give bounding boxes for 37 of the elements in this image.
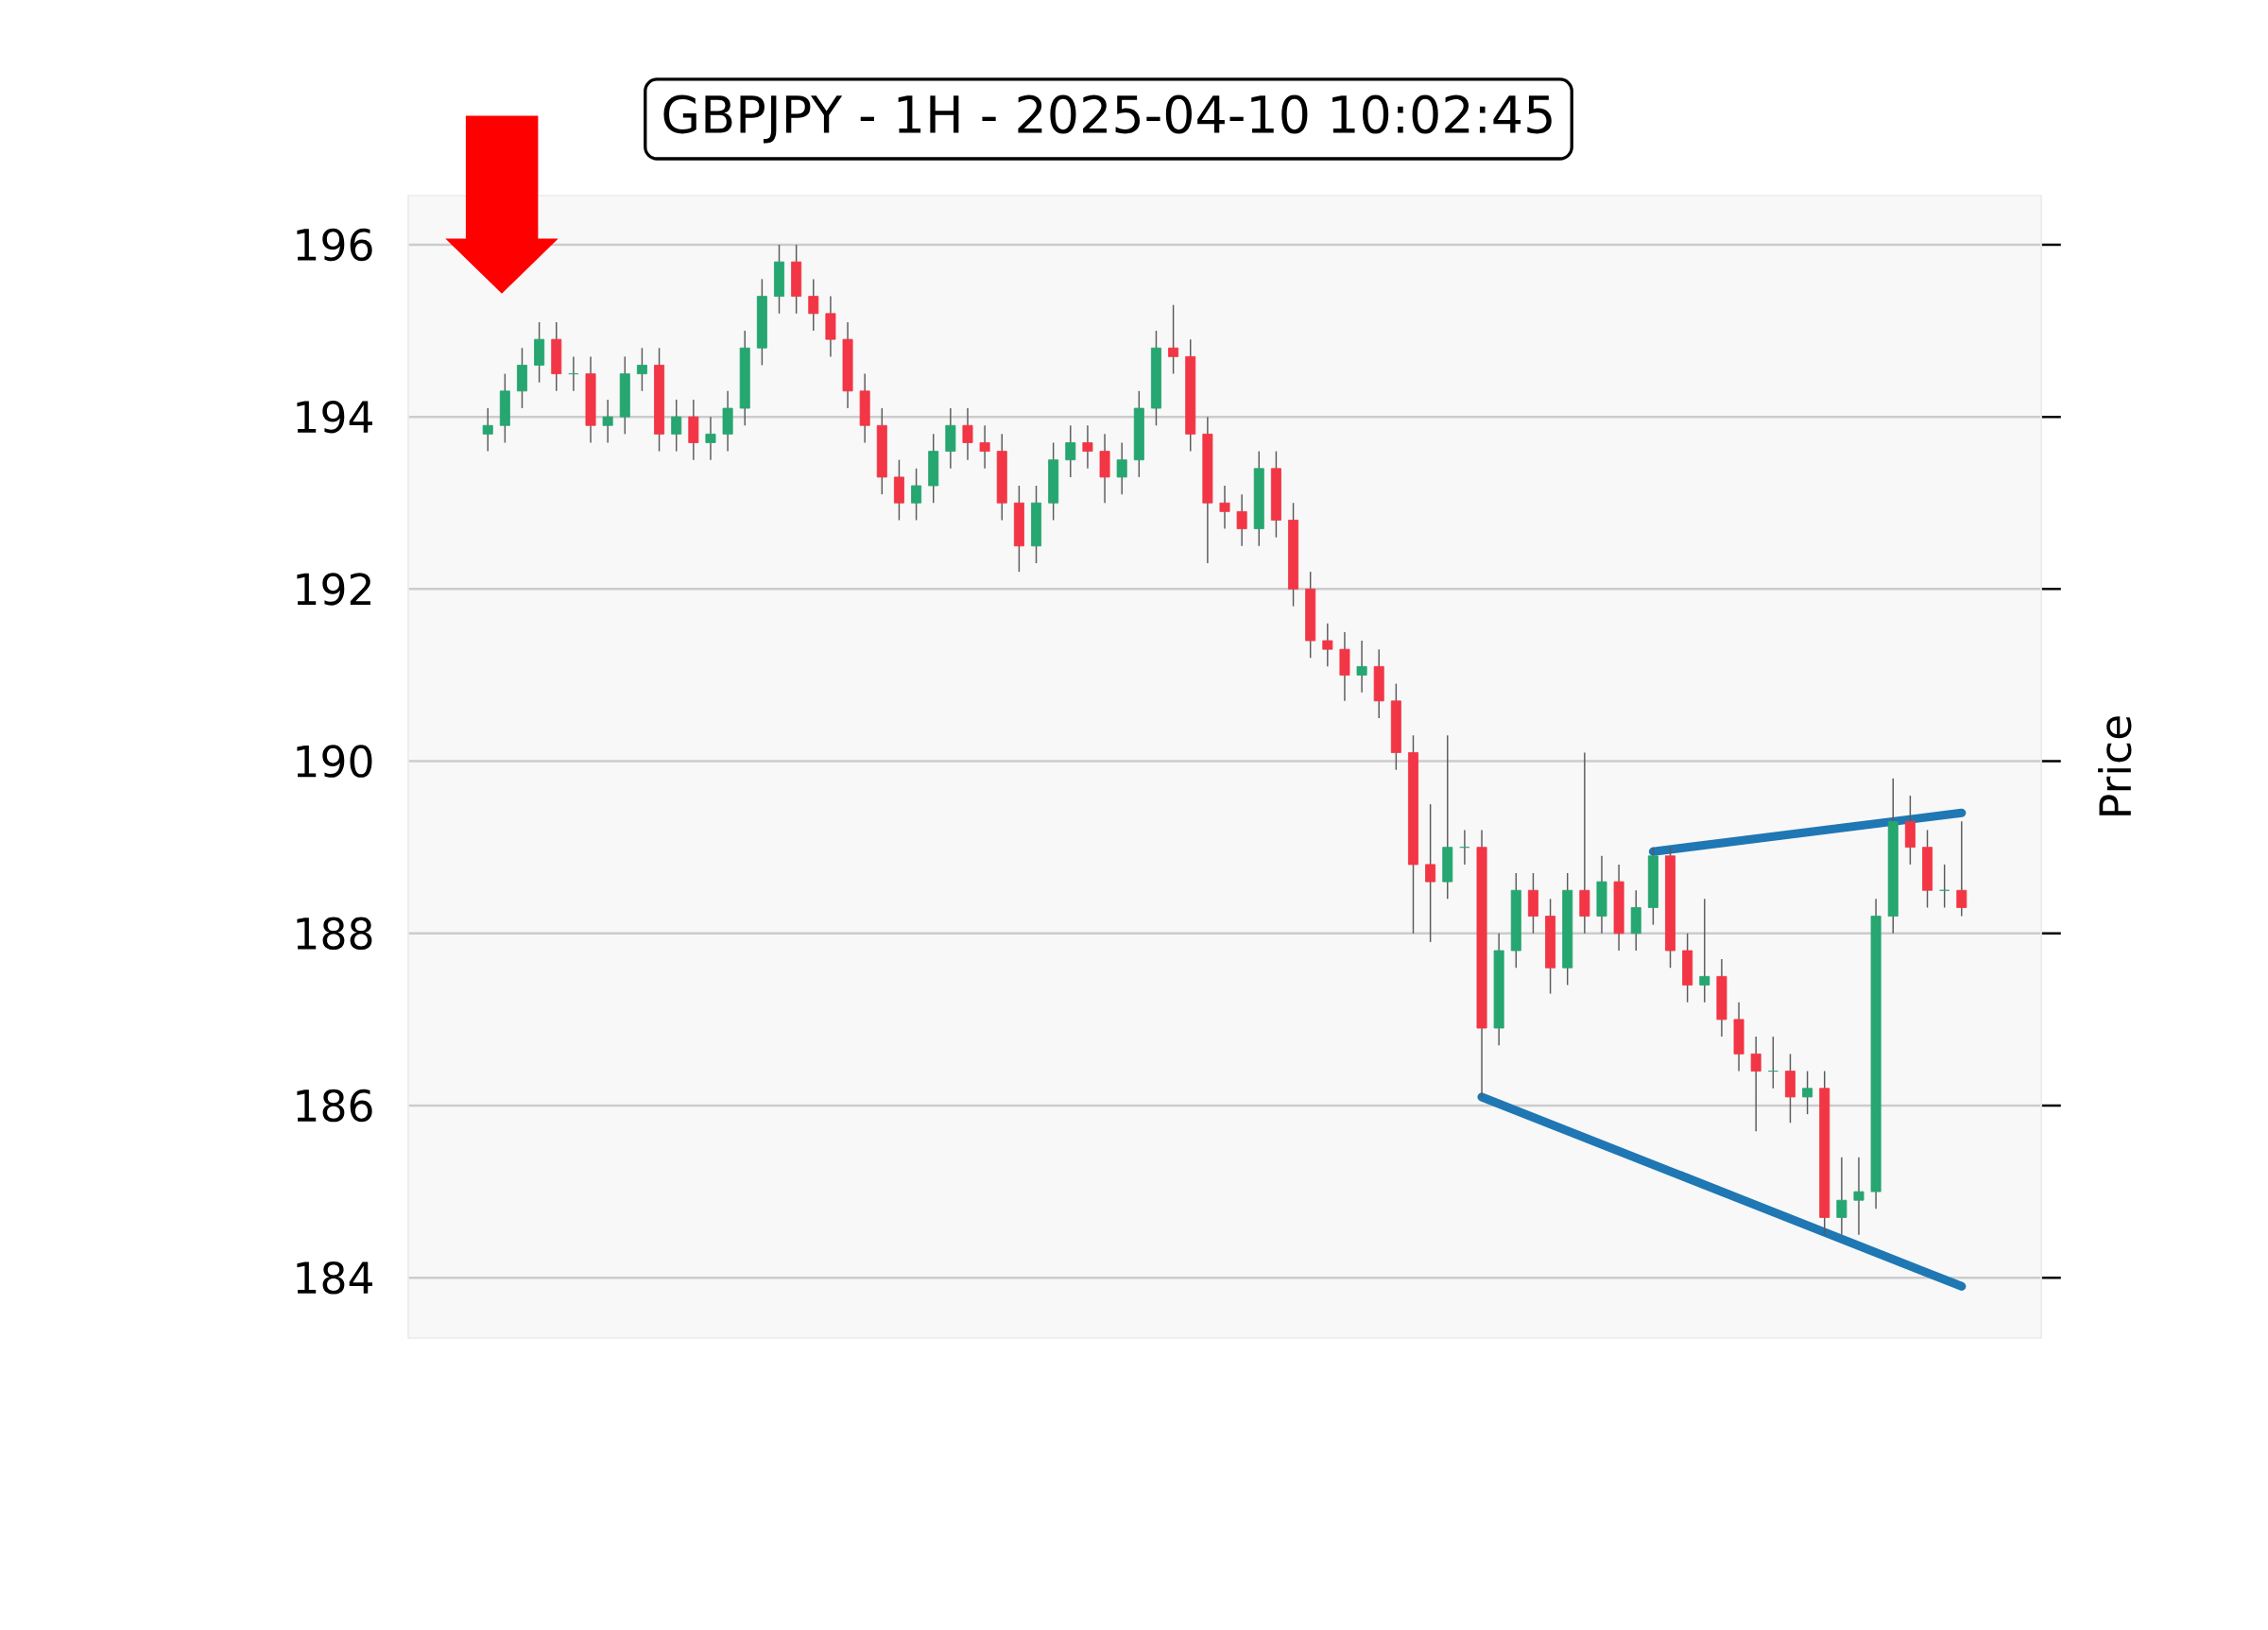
y-tick-label: 184 — [297, 1261, 372, 1295]
candlestick — [1082, 424, 1093, 470]
candlestick — [705, 416, 716, 461]
candlestick — [962, 407, 973, 461]
candlestick — [1750, 1036, 1761, 1133]
y-tick-label: 194 — [297, 400, 372, 434]
y-tick-label: 196 — [297, 228, 372, 262]
candlestick — [1219, 485, 1230, 530]
candlestick — [1836, 1156, 1847, 1236]
candlestick — [1853, 1156, 1864, 1236]
candlestick — [1116, 441, 1127, 495]
candlestick — [911, 468, 922, 522]
candlestick — [979, 424, 990, 470]
candlestick — [1425, 803, 1436, 943]
candlestick — [1699, 898, 1710, 1004]
candlestick — [1356, 640, 1367, 694]
candlestick — [1322, 623, 1333, 668]
candlestick — [1065, 424, 1076, 478]
candlestick — [482, 407, 493, 453]
candlestick — [1767, 1036, 1778, 1090]
chart-title: GBPJPY - 1H - 2025-04-10 10:02:45 — [663, 94, 1552, 144]
y-axis-title: Price — [2098, 716, 2132, 815]
y-tick-label: 190 — [297, 745, 372, 778]
y-tick-label: 186 — [297, 1089, 372, 1123]
y-tick-label: 192 — [297, 573, 370, 606]
candlestick — [1236, 493, 1247, 547]
y-tick-label: 188 — [297, 917, 372, 951]
candlestick — [671, 399, 682, 453]
candlestick — [1956, 820, 1967, 918]
candlestick — [1459, 829, 1470, 866]
candlestick — [1802, 1070, 1813, 1115]
candlestick — [1168, 303, 1179, 375]
candlestick — [636, 347, 647, 392]
candlestick — [808, 278, 819, 332]
candlestick — [568, 355, 579, 392]
candlestick — [602, 399, 613, 444]
candlestick — [1939, 864, 1950, 909]
